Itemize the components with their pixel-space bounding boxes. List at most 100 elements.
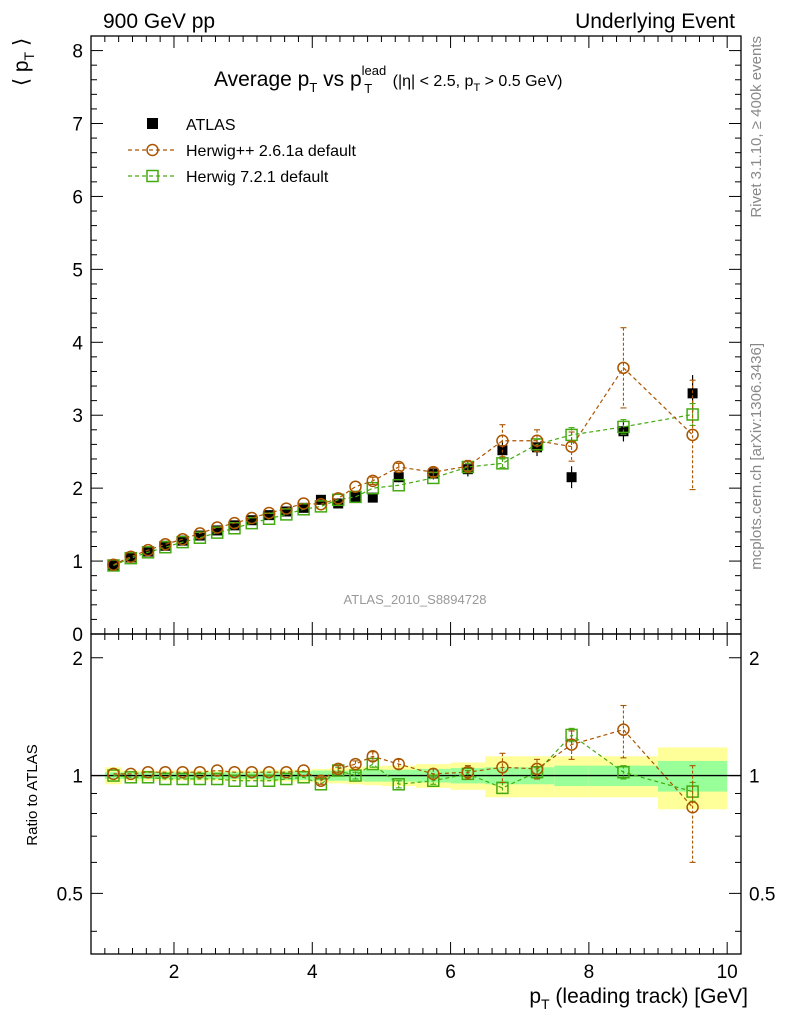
mcplots-label: mcplots.cern.ch [arXiv:1306.3436]: [748, 343, 765, 570]
herwig7-point: [617, 420, 630, 434]
title-cuts-b: > 0.5 GeV): [480, 73, 562, 90]
ratio-herwigpp-point: [427, 767, 440, 781]
ratio-herwig7-point: [210, 772, 224, 786]
herwigpp-point: [193, 527, 207, 540]
chart-title: Average pT vs plead T (|η| < 2.5, pT > 0.…: [214, 63, 562, 96]
x-tick-label: 10: [717, 962, 738, 983]
ratio-herwigpp-point: [262, 765, 276, 779]
ratio-herwigpp-point: [496, 761, 509, 774]
title-mid: vs p: [317, 68, 361, 91]
ratio-herwigpp-point: [228, 765, 241, 779]
ratio-herwigpp-point: [193, 765, 207, 779]
y-tick-label-top: 0: [72, 625, 83, 646]
ratio-herwigpp-point: [124, 767, 138, 781]
herwigpp-point: [124, 550, 138, 563]
ratio-herwigpp-point: [280, 765, 293, 779]
y-tick-label-ratio: 2: [72, 649, 83, 670]
herwigpp-point: [228, 516, 241, 530]
title-sub1: T: [309, 80, 317, 95]
legend-label-herwigpp: Herwig++ 2.6.1a default: [186, 143, 356, 160]
x-label-sub: T: [541, 996, 550, 1012]
y-tick-label-top: 3: [72, 406, 83, 427]
atlas-point: [566, 472, 577, 483]
atlas-point: [687, 388, 698, 399]
atlas-point: [281, 506, 292, 517]
herwigpp-point: [159, 538, 172, 551]
legend-label-atlas: ATLAS: [186, 117, 236, 134]
x-tick-label: 4: [307, 962, 318, 983]
y-tick-label-ratio-right: 2: [749, 649, 760, 670]
y-label-left: ⟨ p: [10, 60, 33, 86]
x-tick-label: 2: [169, 962, 180, 983]
header-left: 900 GeV pp: [103, 10, 215, 33]
atlas-point: [264, 510, 275, 521]
y-tick-label-top: 2: [72, 479, 83, 500]
y-label-right: ⟩: [10, 38, 33, 52]
atlas-point: [298, 502, 309, 513]
ratio-herwigpp-point: [617, 723, 630, 736]
herwig7-point: [193, 531, 207, 544]
title-sub2: T: [364, 81, 372, 96]
ratio-herwigpp-point: [297, 764, 310, 777]
atlas-point: [143, 546, 154, 557]
ratio-herwigpp-point: [141, 765, 155, 779]
ratio-herwigpp-point: [331, 762, 345, 776]
herwigpp-point: [530, 434, 544, 447]
y-label-sub: T: [21, 51, 37, 60]
y-axis-label-ratio: Ratio to ATLAS: [24, 744, 41, 845]
ratio-herwigpp-point: [176, 765, 189, 779]
title-cuts-a: (|η| < 2.5, p: [388, 73, 473, 90]
ratio-herwigpp-point: [530, 762, 544, 776]
herwigpp-point: [210, 521, 224, 534]
ratio-herwig7-point: [159, 772, 172, 786]
herwigpp-point: [314, 497, 328, 511]
herwigpp-point: [349, 480, 362, 493]
analysis-watermark: ATLAS_2010_S8894728: [344, 592, 487, 607]
ratio-panel-frame: [90, 633, 742, 955]
ratio-panel-content: [91, 704, 741, 863]
herwig7-point: [280, 508, 293, 521]
legend-marker-atlas: [147, 118, 158, 129]
herwigpp-point: [297, 497, 310, 510]
atlas-point: [194, 530, 205, 541]
ratio-herwigpp-point: [686, 800, 699, 814]
header-right: Underlying Event: [575, 10, 735, 33]
herwigpp-point: [245, 511, 259, 525]
legend-marker-herwig7: [146, 169, 159, 183]
y-tick-label-top: 6: [72, 187, 83, 208]
ratio-herwig7-point: [617, 765, 630, 779]
herwigpp-point: [331, 492, 345, 505]
y-tick-label-top: 4: [72, 333, 83, 354]
y-tick-label-ratio: 0.5: [57, 884, 83, 905]
atlas-point: [315, 494, 326, 505]
herwigpp-point: [107, 558, 120, 571]
legend-marker-herwigpp: [146, 143, 159, 157]
ratio-herwigpp-point: [565, 738, 578, 751]
ratio-herwig7-point: [193, 772, 207, 786]
ratio-herwigpp-point: [107, 767, 120, 781]
herwigpp-point: [280, 502, 293, 515]
ratio-herwig7-point: [392, 778, 405, 791]
y-tick-label-top: 8: [72, 42, 83, 63]
ratio-herwig7-point: [228, 774, 241, 787]
herwig7-point: [496, 457, 509, 470]
atlas-point: [246, 515, 257, 526]
y-axis-label-top: ⟨ pT ⟩: [10, 38, 37, 86]
ratio-herwig7-point: [124, 771, 138, 784]
atlas-point: [367, 492, 378, 503]
atlas-point: [229, 520, 240, 531]
x-axis-label: pT (leading track) [GeV]: [529, 985, 748, 1012]
top-panel-content: [107, 327, 699, 572]
ratio-herwigpp-point: [210, 764, 224, 777]
ratio-herwigpp-point: [245, 765, 259, 779]
x-tick-label: 8: [584, 962, 595, 983]
y-tick-label-ratio: 1: [72, 767, 83, 788]
ratio-herwig7-point: [565, 728, 578, 742]
ratio-herwigpp-point: [159, 765, 172, 779]
herwigpp-point: [617, 361, 630, 375]
ratio-herwig7-point: [262, 774, 276, 787]
legend: ATLAS Herwig++ 2.6.1a default Herwig 7.2…: [128, 117, 356, 186]
atlas-point: [177, 535, 188, 546]
herwigpp-point: [176, 532, 189, 546]
